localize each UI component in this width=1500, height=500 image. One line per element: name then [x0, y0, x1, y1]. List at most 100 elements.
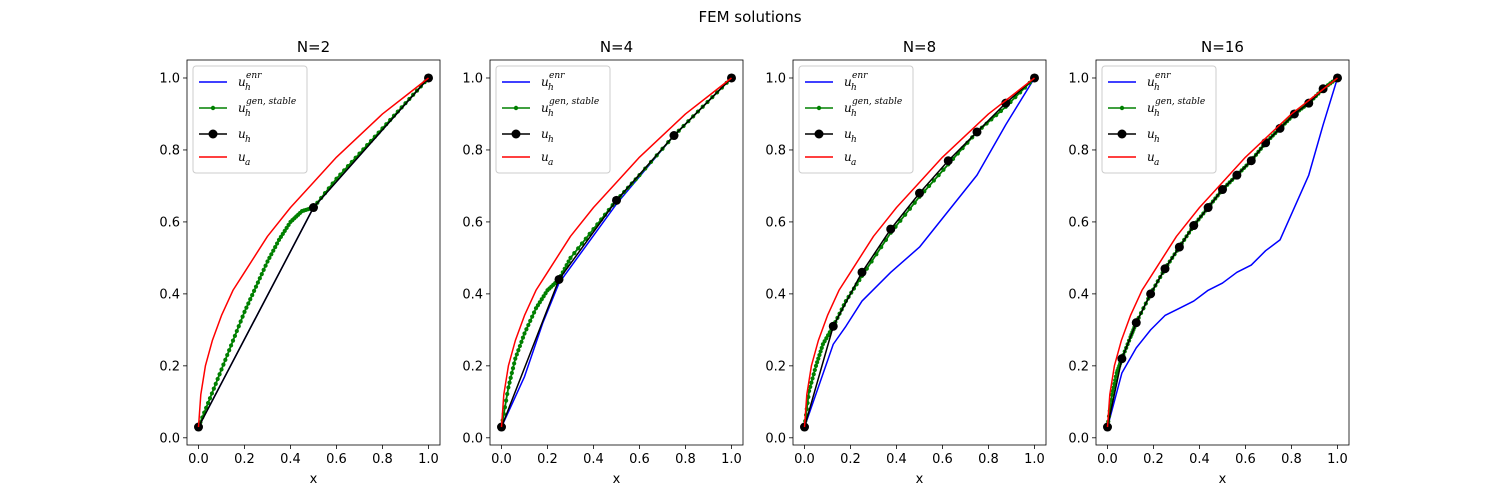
legend-label: u	[541, 127, 549, 141]
series-point-uh	[309, 203, 318, 213]
series-point-gen	[236, 324, 241, 329]
chart-panel: N=2 0.0 0.2 0.4 0.6 0.8 1.0 0.0 0.2 0.4 0.6 0.8 1.0 x…	[159, 38, 441, 487]
series-point-gen	[583, 236, 588, 241]
x-tick-label: 1.0	[418, 452, 439, 467]
series-point-gen	[818, 349, 823, 354]
series-point-gen	[269, 252, 274, 257]
legend-label: u	[844, 75, 852, 89]
series-point-gen	[1113, 378, 1118, 383]
y-tick-label: 0.4	[462, 287, 483, 302]
series-point-gen	[223, 357, 228, 362]
series-point-uh	[1117, 354, 1127, 364]
y-tick-label: 1.0	[765, 71, 786, 86]
y-tick-label: 0.6	[159, 215, 180, 230]
x-tick-label: 0.4	[280, 452, 301, 467]
series-point-gen	[810, 376, 815, 381]
x-axis-label: x	[1219, 472, 1227, 487]
x-axis-label: x	[613, 472, 621, 487]
legend-box	[495, 65, 611, 174]
series-point-gen	[276, 237, 282, 243]
y-tick-label: 0.2	[765, 359, 786, 374]
legend-label: u	[1147, 127, 1155, 141]
legend-label: u	[238, 127, 246, 141]
legend-label-sub: h	[548, 109, 554, 119]
series-point-gen	[903, 212, 908, 217]
figure-suptitle: FEM solutions	[698, 8, 801, 26]
series-point-gen	[539, 297, 544, 302]
series-point-gen	[531, 310, 537, 315]
series-point-gen	[286, 222, 291, 228]
series-point-gen	[271, 248, 276, 253]
x-axis-label: x	[916, 472, 924, 487]
series-point-gen	[543, 291, 548, 296]
series-point-uh	[1131, 318, 1141, 328]
legend-label: u	[1147, 75, 1155, 89]
y-tick-label: 0.6	[765, 215, 786, 230]
plot-area	[194, 73, 433, 432]
legend-label-sup: enr	[852, 71, 868, 81]
series-point-gen	[205, 400, 211, 406]
legend-label-sub: a	[1154, 158, 1159, 168]
x-tick-label: 0.0	[794, 452, 815, 467]
x-tick-label: 0.6	[326, 452, 347, 467]
legend-label-sub: h	[1154, 135, 1160, 145]
series-point-gen	[926, 183, 932, 189]
series-point-gen	[514, 352, 519, 357]
series-point-gen	[221, 362, 226, 367]
legend-label-sub: h	[851, 109, 857, 119]
series-point-uh	[669, 131, 679, 141]
y-tick-label: 0.4	[765, 287, 786, 302]
series-point-gen	[261, 267, 266, 272]
y-tick-label: 1.0	[1068, 71, 1089, 86]
series-point-gen	[209, 391, 215, 396]
series-point-gen	[273, 245, 278, 250]
series-point-gen	[248, 297, 253, 302]
series-point-gen	[516, 348, 521, 353]
series-point-uh	[972, 127, 982, 137]
legend-label-sub: h	[548, 83, 554, 93]
x-axis-label: x	[310, 472, 318, 487]
series-point-gen	[211, 386, 216, 391]
series-point-gen	[284, 225, 289, 231]
y-tick-label: 0.0	[462, 431, 483, 446]
legend-label-sup: enr	[1155, 71, 1171, 81]
series-point-gen	[941, 167, 946, 172]
series-point-uh	[554, 274, 564, 284]
panel-title: N=4	[600, 38, 633, 56]
x-tick-label: 0.2	[537, 452, 558, 467]
series-point-uh	[1203, 203, 1213, 213]
series-point-gen	[232, 333, 238, 338]
series-point-gen	[508, 375, 513, 380]
legend-item-enr: u h enr	[199, 71, 262, 93]
series-point-uh	[1218, 185, 1227, 195]
series-point-gen	[240, 314, 245, 319]
series-point-gen	[522, 331, 527, 336]
y-tick-label: 0.8	[462, 143, 483, 158]
x-tick-label: 0.2	[234, 452, 255, 467]
y-tick-label: 0.0	[1068, 431, 1089, 446]
series-point-gen	[530, 314, 535, 319]
legend-marker	[814, 129, 824, 139]
series-point-gen	[507, 380, 512, 385]
panels: N=2 0.0 0.2 0.4 0.6 0.8 1.0 0.0 0.2 0.4 0.6 0.8 1.0 x…	[159, 38, 1350, 487]
series-point-uh	[857, 267, 867, 277]
series-point-gen	[505, 391, 510, 397]
series-point-gen	[227, 348, 232, 353]
series-point-gen	[509, 370, 514, 376]
series-point-gen	[513, 356, 518, 361]
legend-label-sub: h	[1154, 109, 1160, 119]
series-point-uh	[1304, 98, 1314, 108]
series-point-gen	[898, 218, 903, 223]
legend-box	[192, 65, 308, 174]
series-point-gen	[808, 384, 813, 389]
series-point-gen	[263, 263, 268, 268]
series-point-gen	[267, 255, 272, 260]
legend-label-sup: gen, stable	[549, 97, 599, 107]
legend-label-sub: h	[245, 83, 251, 93]
series-point-gen	[510, 366, 516, 371]
y-tick-label: 0.8	[1068, 143, 1089, 158]
series-point-gen	[817, 352, 822, 358]
series-point-gen	[265, 259, 270, 264]
